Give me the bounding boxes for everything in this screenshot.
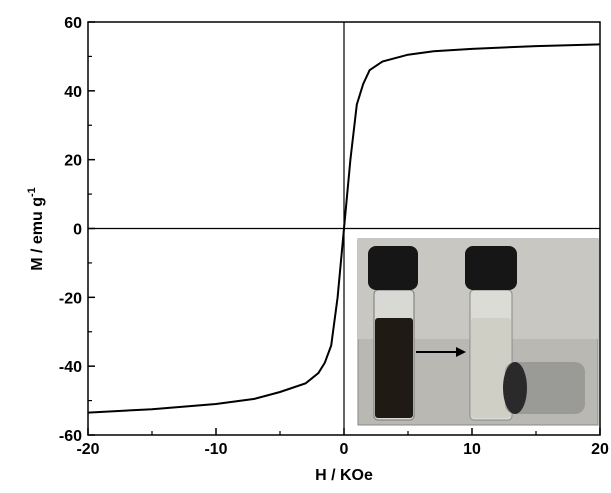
y-axis-label-superscript: -1 — [26, 187, 38, 197]
y-tick-label: 0 — [73, 222, 82, 239]
x-tick-label: -20 — [76, 441, 99, 458]
y-axis-label-main: M / emu g — [29, 197, 46, 271]
y-tick-label: -60 — [59, 428, 82, 445]
x-tick-label: 10 — [463, 441, 481, 458]
x-axis-label: H / KOe — [315, 467, 373, 484]
x-tick-label: 20 — [591, 441, 609, 458]
y-axis-label: M / emu g-1 — [26, 187, 46, 271]
y-tick-label: 60 — [64, 15, 82, 32]
y-tick-label: -40 — [59, 359, 82, 376]
x-tick-label: -10 — [204, 441, 227, 458]
inset-photo — [357, 238, 599, 426]
x-tick-label: 0 — [340, 441, 349, 458]
y-tick-label: 40 — [64, 84, 82, 101]
y-tick-label: -20 — [59, 290, 82, 307]
y-tick-label: 20 — [64, 153, 82, 170]
